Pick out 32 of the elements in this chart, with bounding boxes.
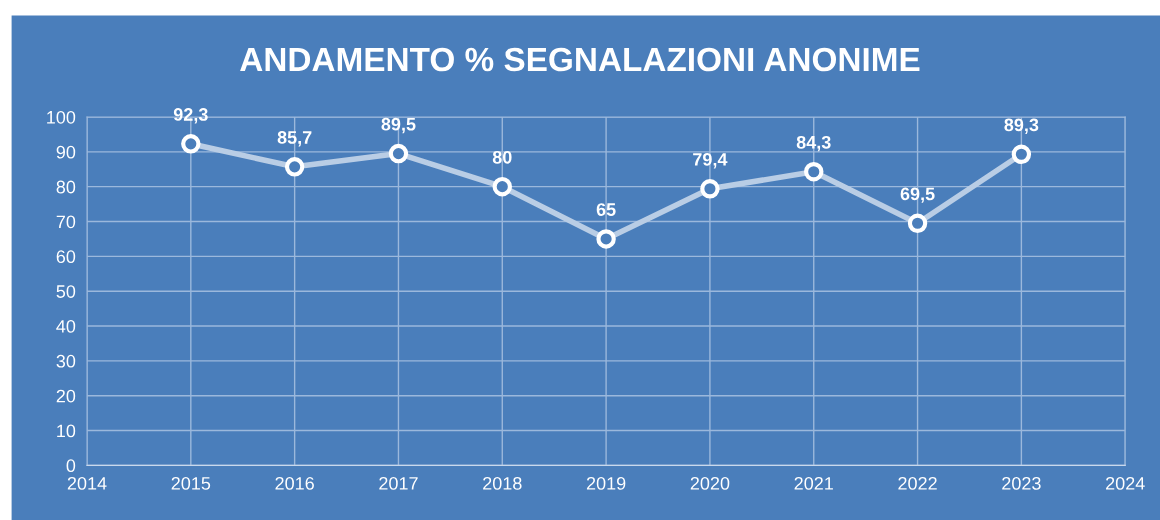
y-tick-label: 50 [56, 285, 76, 298]
x-tick-label: 2017 [379, 476, 418, 490]
y-tick-label: 60 [56, 250, 76, 264]
x-tick-label: 2021 [794, 476, 833, 490]
data-label: 69,5 [900, 187, 935, 203]
y-tick-label: 40 [56, 319, 76, 333]
data-label: 92,3 [173, 108, 208, 124]
y-tick-label: 0 [66, 459, 76, 473]
x-tick-label: 2018 [483, 476, 522, 490]
y-tick-label: 70 [56, 215, 76, 229]
y-tick-label: 100 [47, 110, 76, 124]
data-label: 84,3 [796, 135, 831, 152]
y-tick-label: 90 [56, 145, 76, 159]
y-tick-label: 30 [56, 354, 76, 368]
x-tick-label: 2022 [898, 476, 937, 490]
y-tick-label: 20 [56, 389, 76, 403]
x-tick-label: 2019 [586, 476, 626, 490]
x-tick-label: 2016 [275, 476, 314, 490]
data-label: 89,3 [1004, 118, 1039, 134]
data-label: 89,5 [381, 117, 416, 134]
data-label: 85,7 [277, 131, 312, 147]
x-tick-label: 2024 [1106, 476, 1145, 490]
y-tick-label: 10 [57, 424, 76, 438]
chart-title: ANDAMENTO % SEGNALAZIONI ANONIME [240, 47, 920, 72]
data-label: 65 [596, 203, 616, 216]
x-tick-label: 2020 [690, 476, 730, 490]
data-label: 79,4 [693, 152, 728, 169]
x-tick-label: 2023 [1002, 476, 1041, 490]
y-tick-label: 80 [56, 180, 76, 194]
x-tick-label: 2014 [67, 476, 107, 490]
x-tick-label: 2015 [171, 476, 211, 490]
data-label: 80 [492, 150, 512, 164]
